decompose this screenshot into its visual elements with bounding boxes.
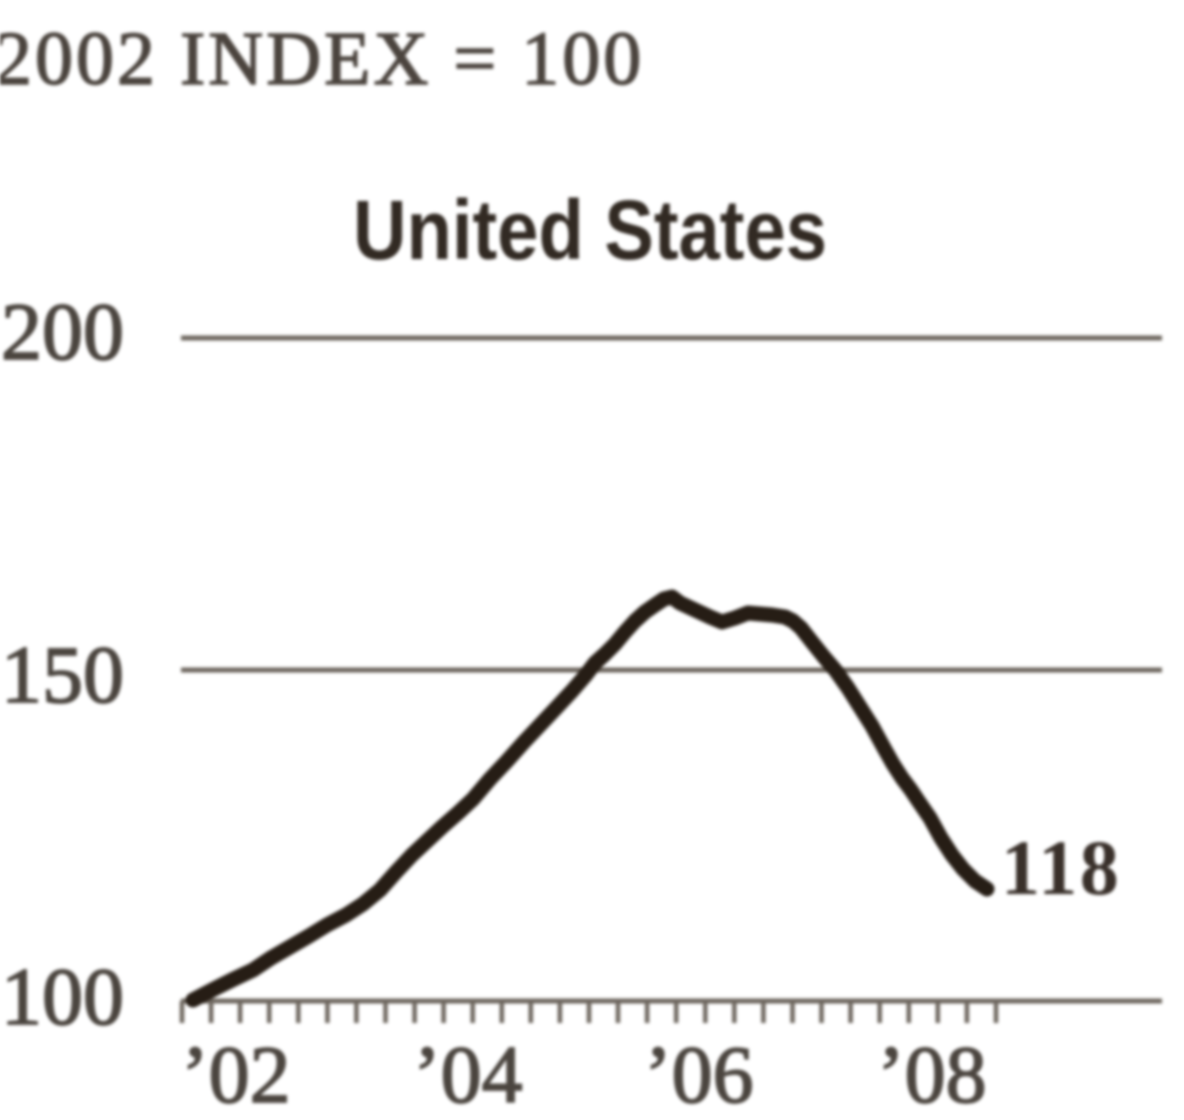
svg-text:2002 INDEX = 100: 2002 INDEX = 100 <box>0 17 644 101</box>
svg-text:’08: ’08 <box>877 1029 986 1120</box>
svg-text:’02: ’02 <box>181 1029 290 1120</box>
svg-text:’04: ’04 <box>413 1029 522 1120</box>
svg-text:United States: United States <box>353 183 827 277</box>
svg-text:200: 200 <box>1 286 124 377</box>
svg-text:100: 100 <box>1 951 124 1042</box>
svg-text:150: 150 <box>1 629 124 720</box>
svg-text:’06: ’06 <box>644 1029 753 1120</box>
svg-text:118: 118 <box>1001 824 1121 911</box>
